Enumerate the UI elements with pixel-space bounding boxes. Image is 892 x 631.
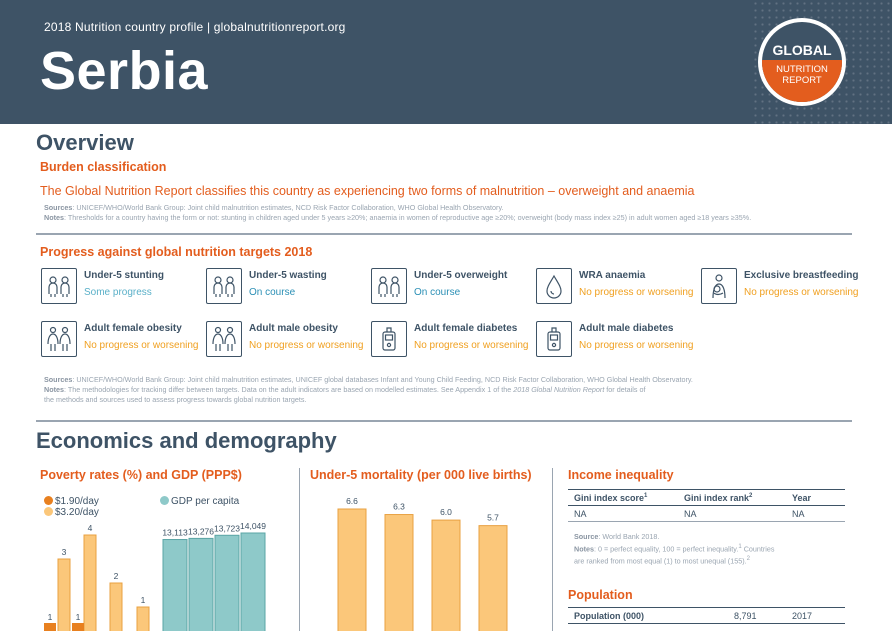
- population-table: Population (000) 8,791 2017: [568, 607, 845, 624]
- gini-header-row: Gini index score1 Gini index rank2 Year: [568, 489, 845, 506]
- population-heading: Population: [568, 588, 633, 602]
- population-label: Population (000): [574, 611, 644, 621]
- gini-rank-header: Gini index rank2: [684, 493, 752, 503]
- bar-gdp: [215, 535, 239, 631]
- bar-label: 1: [48, 612, 53, 622]
- bar-gdp: [163, 540, 187, 631]
- bar-190: [72, 623, 84, 631]
- bar-label: 1: [76, 612, 81, 622]
- bar-label: 13,113: [162, 528, 188, 538]
- bar-label: 4: [88, 523, 93, 533]
- bar-gdp: [189, 538, 213, 631]
- bar-320: [110, 583, 122, 631]
- bar-mortality: [479, 526, 507, 631]
- bar-label: 13,723: [214, 523, 240, 533]
- bar-gdp: [241, 533, 265, 631]
- population-value: 8,791: [734, 611, 757, 621]
- bar-label: 3: [62, 547, 67, 557]
- bar-mortality: [338, 509, 366, 631]
- bar-label: 6.6: [346, 496, 358, 506]
- inequality-sources: Source: World Bank 2018. Notes: 0 = perf…: [574, 532, 774, 567]
- bar-190: [44, 623, 56, 631]
- gini-score-header: Gini index score1: [574, 493, 647, 503]
- bar-label: 14,049: [240, 521, 266, 531]
- gini-year-value: NA: [792, 509, 805, 519]
- gini-score-value: NA: [574, 509, 587, 519]
- bar-mortality: [432, 520, 460, 631]
- gini-value-row: NA NA NA: [568, 506, 845, 522]
- gini-year-header: Year: [792, 493, 811, 503]
- bar-label: 6.3: [393, 502, 405, 512]
- bar-320: [137, 607, 149, 631]
- bar-label: 13,276: [188, 526, 214, 536]
- gini-rank-value: NA: [684, 509, 697, 519]
- bar-label: 1: [141, 595, 146, 605]
- bar-label: 2: [114, 571, 119, 581]
- population-year: 2017: [792, 611, 812, 621]
- bar-320: [58, 559, 70, 631]
- bar-320: [84, 535, 96, 631]
- bar-mortality: [385, 515, 413, 631]
- population-row: Population (000) 8,791 2017: [568, 607, 845, 624]
- bar-label: 5.7: [487, 513, 499, 523]
- gini-table: Gini index score1 Gini index rank2 Year …: [568, 489, 845, 522]
- bar-label: 6.0: [440, 507, 452, 517]
